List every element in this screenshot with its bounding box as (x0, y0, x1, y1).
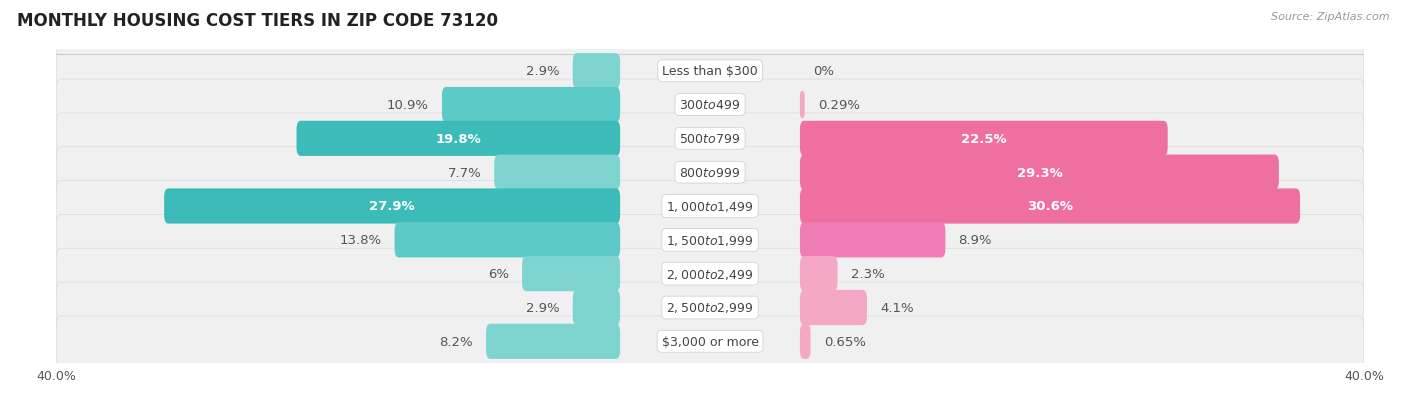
Text: 2.3%: 2.3% (851, 268, 884, 280)
Text: 2.9%: 2.9% (526, 301, 560, 314)
Text: 0.65%: 0.65% (824, 335, 866, 348)
Text: $2,000 to $2,499: $2,000 to $2,499 (666, 267, 754, 281)
Text: 19.8%: 19.8% (436, 133, 481, 145)
FancyBboxPatch shape (165, 189, 620, 224)
FancyBboxPatch shape (56, 181, 1364, 232)
Text: 13.8%: 13.8% (339, 234, 381, 247)
FancyBboxPatch shape (56, 46, 1364, 97)
FancyBboxPatch shape (56, 80, 1364, 131)
FancyBboxPatch shape (56, 215, 1364, 266)
FancyBboxPatch shape (800, 290, 868, 325)
Text: $2,500 to $2,999: $2,500 to $2,999 (666, 301, 754, 315)
Text: $1,000 to $1,499: $1,000 to $1,499 (666, 199, 754, 214)
Text: 7.7%: 7.7% (447, 166, 481, 179)
Text: 30.6%: 30.6% (1026, 200, 1073, 213)
Text: MONTHLY HOUSING COST TIERS IN ZIP CODE 73120: MONTHLY HOUSING COST TIERS IN ZIP CODE 7… (17, 12, 498, 30)
FancyBboxPatch shape (56, 114, 1364, 164)
Text: Less than $300: Less than $300 (662, 65, 758, 78)
FancyBboxPatch shape (56, 147, 1364, 198)
Text: 4.1%: 4.1% (880, 301, 914, 314)
Text: $3,000 or more: $3,000 or more (662, 335, 758, 348)
Text: 8.9%: 8.9% (959, 234, 993, 247)
Text: 22.5%: 22.5% (960, 133, 1007, 145)
FancyBboxPatch shape (572, 290, 620, 325)
FancyBboxPatch shape (800, 155, 1279, 190)
Text: 10.9%: 10.9% (387, 99, 429, 112)
FancyBboxPatch shape (297, 121, 620, 157)
FancyBboxPatch shape (56, 316, 1364, 367)
Text: 6%: 6% (488, 268, 509, 280)
FancyBboxPatch shape (800, 92, 804, 119)
Text: $800 to $999: $800 to $999 (679, 166, 741, 179)
Text: 0%: 0% (813, 65, 834, 78)
FancyBboxPatch shape (800, 189, 1301, 224)
Text: 0.29%: 0.29% (818, 99, 859, 112)
FancyBboxPatch shape (800, 223, 945, 258)
Text: 29.3%: 29.3% (1017, 166, 1063, 179)
Text: 8.2%: 8.2% (440, 335, 472, 348)
FancyBboxPatch shape (495, 155, 620, 190)
FancyBboxPatch shape (486, 324, 620, 359)
FancyBboxPatch shape (572, 54, 620, 89)
Text: 2.9%: 2.9% (526, 65, 560, 78)
FancyBboxPatch shape (800, 121, 1167, 157)
Text: $1,500 to $1,999: $1,500 to $1,999 (666, 233, 754, 247)
Text: Source: ZipAtlas.com: Source: ZipAtlas.com (1271, 12, 1389, 22)
FancyBboxPatch shape (441, 88, 620, 123)
FancyBboxPatch shape (395, 223, 620, 258)
FancyBboxPatch shape (800, 324, 810, 359)
FancyBboxPatch shape (522, 256, 620, 292)
Text: $500 to $799: $500 to $799 (679, 133, 741, 145)
Text: 27.9%: 27.9% (370, 200, 415, 213)
Text: $300 to $499: $300 to $499 (679, 99, 741, 112)
FancyBboxPatch shape (56, 282, 1364, 333)
FancyBboxPatch shape (56, 249, 1364, 299)
FancyBboxPatch shape (800, 256, 838, 292)
